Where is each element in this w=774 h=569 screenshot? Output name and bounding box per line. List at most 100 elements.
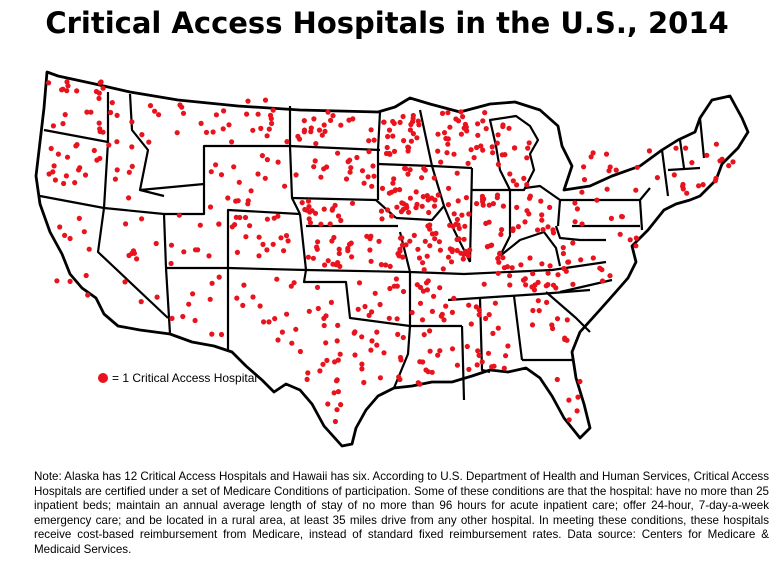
- hospital-dot: [55, 151, 62, 157]
- hospital-dot: [515, 224, 522, 230]
- hospital-dot: [229, 139, 235, 145]
- hospital-dot: [480, 202, 486, 208]
- hospital-dot: [330, 261, 336, 267]
- hospital-dot: [479, 359, 485, 365]
- hospital-dot: [421, 165, 427, 172]
- hospital-dot: [489, 144, 495, 150]
- hospital-dot: [331, 234, 337, 241]
- hospital-dot: [398, 357, 404, 363]
- hospital-dot: [257, 303, 263, 309]
- hospital-dot: [572, 219, 578, 225]
- hospital-dot: [379, 216, 385, 222]
- hospital-dot: [314, 284, 321, 290]
- hospital-dot: [407, 167, 413, 173]
- hospital-dot: [474, 362, 480, 368]
- hospital-dot: [174, 130, 180, 136]
- legend-label: = 1 Critical Access Hospital: [112, 371, 258, 385]
- hospital-dot: [431, 203, 438, 209]
- hospital-dot: [454, 216, 460, 223]
- hospital-dot: [594, 197, 600, 203]
- hospital-dot: [284, 139, 290, 145]
- hospital-dot: [256, 234, 262, 240]
- hospital-dot: [406, 209, 412, 215]
- hospital-dot: [466, 302, 472, 308]
- hospital-dot: [255, 171, 261, 177]
- hospital-dot: [318, 174, 324, 180]
- hospital-dot: [234, 295, 240, 301]
- hospital-dot: [456, 225, 462, 231]
- hospital-dot: [403, 166, 409, 172]
- hospital-dot: [311, 116, 317, 122]
- hospital-dot: [328, 299, 334, 305]
- hospital-dot: [425, 197, 431, 203]
- hospital-dot: [680, 183, 686, 189]
- hospital-dot: [518, 262, 524, 268]
- hospital-dot: [209, 331, 215, 337]
- hospital-dot: [458, 109, 464, 115]
- hospital-dot: [579, 221, 585, 227]
- hospital-dot: [449, 309, 455, 315]
- hospital-dot: [480, 147, 486, 153]
- hospital-dot: [501, 365, 507, 371]
- hospital-dot: [327, 221, 333, 227]
- hospital-dot: [261, 319, 267, 325]
- hospital-dot: [306, 216, 312, 222]
- hospital-dot: [447, 246, 453, 252]
- hospital-dot: [526, 140, 532, 146]
- hospital-dot: [293, 172, 299, 178]
- hospital-dot: [203, 129, 210, 135]
- hospital-dot: [538, 198, 544, 204]
- hospital-dot: [366, 138, 372, 144]
- hospital-dot: [498, 231, 504, 237]
- hospital-dot: [321, 322, 327, 329]
- hospital-dot: [262, 175, 268, 181]
- hospital-dot: [524, 208, 530, 214]
- hospital-dot: [346, 117, 352, 123]
- hospital-dot: [481, 281, 487, 287]
- hospital-dot: [505, 343, 511, 349]
- hospital-dot: [577, 378, 583, 385]
- hospital-dot: [419, 175, 425, 181]
- hospital-dot: [390, 180, 396, 186]
- hospital-dot: [497, 251, 503, 257]
- hospital-dot: [421, 267, 427, 273]
- hospital-dot: [438, 159, 444, 165]
- hospital-dot: [368, 127, 374, 133]
- hospital-dot: [417, 300, 424, 306]
- hospital-dot: [560, 250, 567, 257]
- hospital-dot: [232, 222, 238, 228]
- hospital-dot: [96, 95, 102, 101]
- hospital-dot: [247, 223, 253, 229]
- hospital-dot: [572, 200, 578, 206]
- hospital-dot: [321, 122, 327, 128]
- hospital-dot: [315, 305, 321, 312]
- hospital-dot: [574, 206, 581, 212]
- hospital-dot: [181, 249, 187, 255]
- hospital-dot: [521, 175, 527, 181]
- hospital-dot: [319, 132, 325, 138]
- hospital-dot: [495, 161, 501, 167]
- hospital-dot: [581, 164, 587, 170]
- hospital-dot: [321, 206, 327, 212]
- hospital-dot: [129, 163, 135, 169]
- hospital-dot: [330, 113, 336, 119]
- hospital-dot: [242, 214, 249, 221]
- hospital-dot: [420, 288, 426, 294]
- hospital-dot: [494, 192, 501, 198]
- hospital-dot: [72, 180, 78, 186]
- hospital-dot: [233, 198, 239, 204]
- hospital-dot: [374, 342, 380, 348]
- hospital-dot: [272, 316, 278, 322]
- hospital-dot: [445, 141, 451, 147]
- hospital-dot: [453, 116, 459, 122]
- hospital-dot: [123, 221, 129, 227]
- hospital-dot: [449, 346, 456, 352]
- hospital-dot: [180, 313, 186, 320]
- hospital-dot: [464, 343, 470, 350]
- hospital-dot: [359, 366, 365, 372]
- hospital-dot: [441, 130, 448, 136]
- hospital-dot: [391, 176, 397, 182]
- hospital-dot: [190, 291, 196, 297]
- hospital-dot: [297, 348, 303, 355]
- hospital-dot: [264, 247, 270, 253]
